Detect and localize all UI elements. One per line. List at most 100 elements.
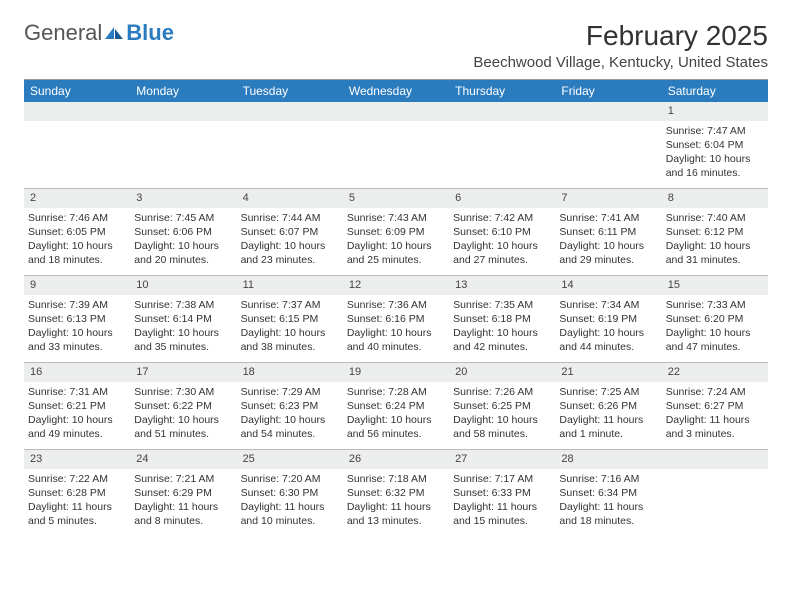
day-number: 15 — [662, 276, 768, 295]
day-number: 6 — [449, 189, 555, 208]
day-number-empty — [24, 102, 130, 121]
day-info-line: and 42 minutes. — [453, 340, 551, 354]
calendar: SundayMondayTuesdayWednesdayThursdayFrid… — [24, 79, 768, 536]
day-cell: 6Sunrise: 7:42 AMSunset: 6:10 PMDaylight… — [449, 189, 555, 275]
day-info-line: Sunrise: 7:40 AM — [666, 211, 764, 225]
day-number: 4 — [237, 189, 343, 208]
day-info-line: Daylight: 10 hours — [347, 413, 445, 427]
day-cell: 15Sunrise: 7:33 AMSunset: 6:20 PMDayligh… — [662, 276, 768, 362]
day-info-line: Sunrise: 7:43 AM — [347, 211, 445, 225]
day-number: 8 — [662, 189, 768, 208]
day-info-line: Sunset: 6:05 PM — [28, 225, 126, 239]
day-info-line: Sunset: 6:11 PM — [559, 225, 657, 239]
week-row: 23Sunrise: 7:22 AMSunset: 6:28 PMDayligh… — [24, 449, 768, 536]
day-info-line: Daylight: 11 hours — [28, 500, 126, 514]
day-info-line: Sunrise: 7:34 AM — [559, 298, 657, 312]
day-info-line: Daylight: 10 hours — [241, 413, 339, 427]
day-info-line: Sunset: 6:33 PM — [453, 486, 551, 500]
day-info-line: and 47 minutes. — [666, 340, 764, 354]
day-info-line: and 13 minutes. — [347, 514, 445, 528]
day-info-line: Daylight: 10 hours — [241, 239, 339, 253]
day-info-line: Daylight: 10 hours — [666, 326, 764, 340]
day-info-line: Sunset: 6:07 PM — [241, 225, 339, 239]
day-info-line: Sunrise: 7:37 AM — [241, 298, 339, 312]
day-info-line: Sunrise: 7:22 AM — [28, 472, 126, 486]
day-number: 13 — [449, 276, 555, 295]
dayname: Friday — [555, 80, 661, 102]
day-info-line: Sunset: 6:32 PM — [347, 486, 445, 500]
day-info-line: Daylight: 11 hours — [559, 500, 657, 514]
day-info-line: and 44 minutes. — [559, 340, 657, 354]
day-info-line: Sunset: 6:15 PM — [241, 312, 339, 326]
day-info-line: and 25 minutes. — [347, 253, 445, 267]
day-cell: 11Sunrise: 7:37 AMSunset: 6:15 PMDayligh… — [237, 276, 343, 362]
dayname-row: SundayMondayTuesdayWednesdayThursdayFrid… — [24, 80, 768, 102]
dayname: Thursday — [449, 80, 555, 102]
day-number: 22 — [662, 363, 768, 382]
empty-cell — [237, 102, 343, 188]
sail-icon — [104, 26, 124, 40]
day-cell: 13Sunrise: 7:35 AMSunset: 6:18 PMDayligh… — [449, 276, 555, 362]
day-info-line: and 18 minutes. — [28, 253, 126, 267]
day-info-line: and 49 minutes. — [28, 427, 126, 441]
day-cell: 3Sunrise: 7:45 AMSunset: 6:06 PMDaylight… — [130, 189, 236, 275]
day-cell: 5Sunrise: 7:43 AMSunset: 6:09 PMDaylight… — [343, 189, 449, 275]
day-number: 17 — [130, 363, 236, 382]
day-number: 14 — [555, 276, 661, 295]
day-number: 2 — [24, 189, 130, 208]
day-info-line: and 15 minutes. — [453, 514, 551, 528]
day-info-line: Sunrise: 7:29 AM — [241, 385, 339, 399]
day-info-line: Sunrise: 7:45 AM — [134, 211, 232, 225]
day-info-line: Sunrise: 7:41 AM — [559, 211, 657, 225]
day-number: 23 — [24, 450, 130, 469]
dayname: Sunday — [24, 80, 130, 102]
day-info-line: Sunrise: 7:36 AM — [347, 298, 445, 312]
day-number: 18 — [237, 363, 343, 382]
day-cell: 4Sunrise: 7:44 AMSunset: 6:07 PMDaylight… — [237, 189, 343, 275]
empty-cell — [343, 102, 449, 188]
day-info-line: and 16 minutes. — [666, 166, 764, 180]
day-info-line: and 35 minutes. — [134, 340, 232, 354]
week-row: 1Sunrise: 7:47 AMSunset: 6:04 PMDaylight… — [24, 102, 768, 188]
day-number-empty — [237, 102, 343, 121]
day-info-line: and 5 minutes. — [28, 514, 126, 528]
day-info-line: Sunrise: 7:28 AM — [347, 385, 445, 399]
day-info-line: and 3 minutes. — [666, 427, 764, 441]
day-info-line: and 18 minutes. — [559, 514, 657, 528]
day-info-line: Sunset: 6:20 PM — [666, 312, 764, 326]
day-info-line: Sunrise: 7:31 AM — [28, 385, 126, 399]
day-info-line: Daylight: 11 hours — [134, 500, 232, 514]
dayname: Wednesday — [343, 80, 449, 102]
day-number: 26 — [343, 450, 449, 469]
day-info-line: Sunset: 6:23 PM — [241, 399, 339, 413]
day-info-line: Sunset: 6:04 PM — [666, 138, 764, 152]
day-cell: 9Sunrise: 7:39 AMSunset: 6:13 PMDaylight… — [24, 276, 130, 362]
day-info-line: and 27 minutes. — [453, 253, 551, 267]
day-number-empty — [662, 450, 768, 469]
day-info-line: Daylight: 10 hours — [28, 239, 126, 253]
day-info-line: Sunset: 6:26 PM — [559, 399, 657, 413]
day-cell: 18 Sunrise: 7:29 AMSunset: 6:23 PMDayligh… — [237, 363, 343, 449]
day-info-line: and 10 minutes. — [241, 514, 339, 528]
day-cell: 1Sunrise: 7:47 AMSunset: 6:04 PMDaylight… — [662, 102, 768, 188]
day-info-line: and 8 minutes. — [134, 514, 232, 528]
day-cell: 22Sunrise: 7:24 AMSunset: 6:27 PMDayligh… — [662, 363, 768, 449]
day-info-line: and 1 minute. — [559, 427, 657, 441]
day-cell: 8Sunrise: 7:40 AMSunset: 6:12 PMDaylight… — [662, 189, 768, 275]
day-info-line: Daylight: 10 hours — [28, 413, 126, 427]
day-info-line: Daylight: 10 hours — [134, 326, 232, 340]
day-number: 27 — [449, 450, 555, 469]
day-number: 1 — [662, 102, 768, 121]
day-info-line: Sunrise: 7:39 AM — [28, 298, 126, 312]
day-number: 9 — [24, 276, 130, 295]
day-info-line: Sunset: 6:14 PM — [134, 312, 232, 326]
day-cell: 19Sunrise: 7:28 AMSunset: 6:24 PMDayligh… — [343, 363, 449, 449]
day-info-line: Daylight: 10 hours — [559, 326, 657, 340]
day-cell: 2Sunrise: 7:46 AMSunset: 6:05 PMDaylight… — [24, 189, 130, 275]
dayname: Tuesday — [237, 80, 343, 102]
brand-text-1: General — [24, 20, 102, 46]
day-number: 12 — [343, 276, 449, 295]
day-info-line: Sunrise: 7:38 AM — [134, 298, 232, 312]
day-info-line: Daylight: 10 hours — [134, 239, 232, 253]
day-cell: 28Sunrise: 7:16 AMSunset: 6:34 PMDayligh… — [555, 450, 661, 536]
